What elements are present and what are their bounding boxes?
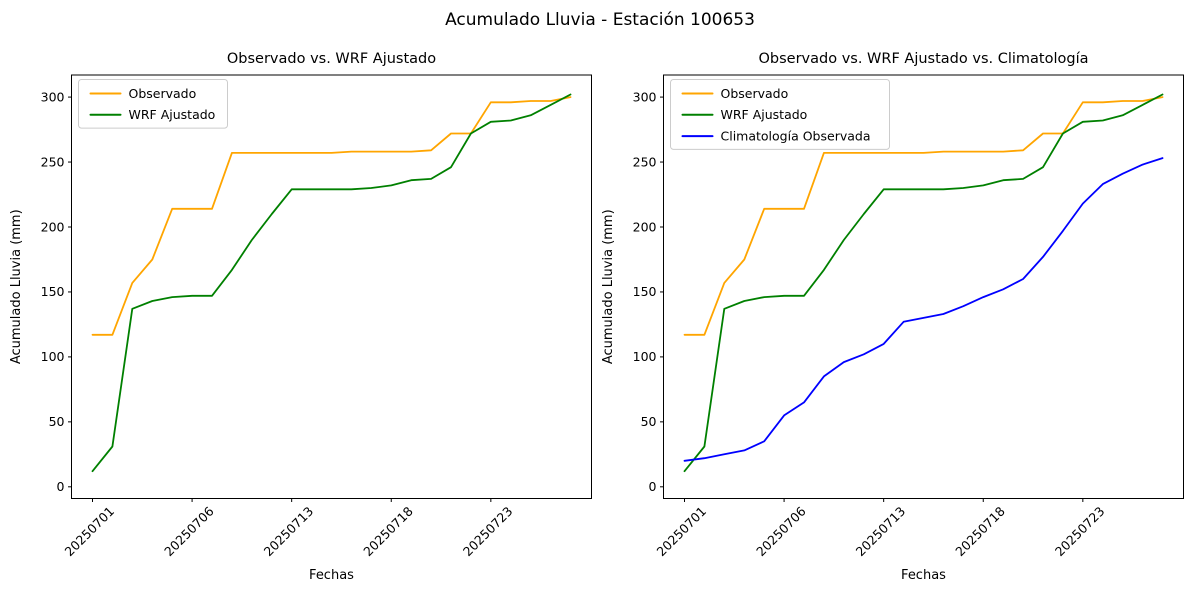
plot-area [71,74,592,499]
x-tick-label: 20250706 [161,503,217,559]
y-tick-label: 0 [649,479,657,494]
figure-title: Acumulado Lluvia - Estación 100653 [445,10,755,30]
legend-entry-label: Observado [129,86,197,101]
plot-area [663,74,1184,499]
x-tick-label: 20250713 [261,504,317,560]
y-tick-label: 0 [57,479,65,494]
legend-entry-label: WRF Ajustado [721,107,808,122]
y-tick-label: 50 [641,414,657,429]
y-tick-label: 200 [41,219,65,234]
y-tick-label: 250 [633,154,657,169]
legend: Observado WRF Ajustado [78,79,228,129]
legend-box [670,79,890,150]
y-tick-label: 300 [41,89,65,104]
y-tick-label: 250 [41,154,65,169]
chart-title: Observado vs. WRF Ajustado vs. Climatolo… [759,51,1089,67]
x-tick-label: 20250718 [360,503,416,559]
x-axis-label: Fechas [309,568,354,583]
x-tick-label: 20250723 [460,504,516,560]
y-tick-label: 200 [633,219,657,234]
y-tick-label: 150 [41,284,65,299]
y-tick-label: 300 [633,89,657,104]
legend: Observado WRF Ajustado Climatología Observ… [670,79,890,150]
x-axis-label: Fechas [901,568,946,583]
y-tick-label: 100 [633,349,657,364]
series-line-observado [683,96,1164,336]
x-tick-label: 20250713 [853,504,909,560]
right-chart: Observado vs. WRF Ajustado vs. Climatolo… [601,51,1184,583]
y-tick-label: 50 [49,414,65,429]
x-tick-label: 20250718 [952,503,1008,559]
y-axis-label: Acumulado Lluvia (mm) [601,209,616,364]
series-line-wrf-ajustado [91,93,572,473]
y-tick-label: 150 [633,284,657,299]
legend-entry-label: Climatología Observada [721,128,871,143]
y-axis-label: Acumulado Lluvia (mm) [9,209,24,364]
legend-entry-label: Observado [721,86,789,101]
legend-box [78,79,228,129]
chart-title: Observado vs. WRF Ajustado [227,51,436,67]
series-line-observado [91,96,572,336]
x-tick-label: 20250701 [62,504,118,560]
series-line-wrf-ajustado [683,93,1164,473]
left-chart: Observado vs. WRF Ajustado 0 50 100 150 200 25… [9,51,592,583]
legend-entry-label: WRF Ajustado [129,107,216,122]
y-tick-label: 100 [41,349,65,364]
x-tick-label: 20250723 [1052,504,1108,560]
series-line-climatolog-a-observada [683,157,1164,462]
x-tick-label: 20250706 [753,503,809,559]
x-tick-label: 20250701 [654,504,710,560]
